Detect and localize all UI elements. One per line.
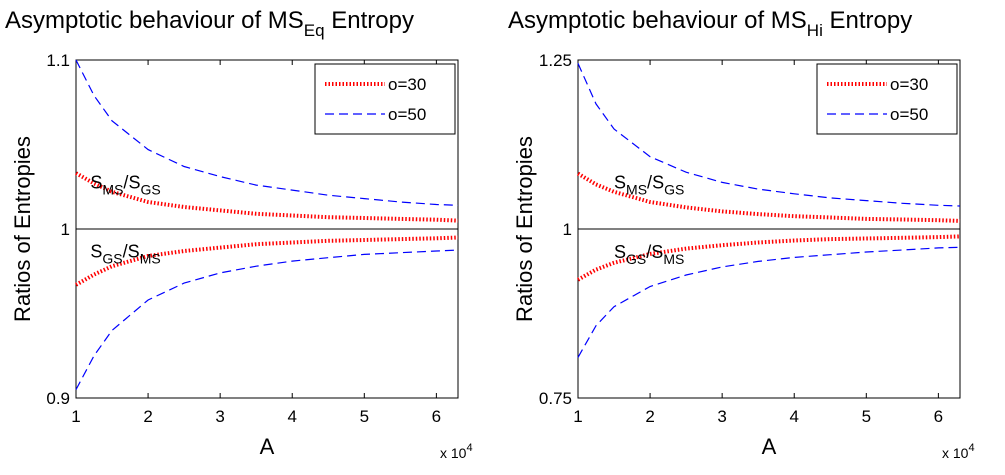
y-tick-label: 1: [61, 220, 70, 239]
legend: o=30 o=50: [314, 63, 456, 135]
series-line-o30-lower: [75, 235, 459, 287]
y-axis-label: Ratios of Entropies: [512, 136, 537, 322]
x-tick-label: 4: [789, 407, 798, 426]
x-tick-label: 2: [143, 407, 152, 426]
y-tick-label: 1.1: [46, 51, 70, 70]
chart-title: Asymptotic behaviour of MSEq Entropy: [5, 7, 414, 40]
chart-panel-1: Asymptotic behaviour of MSEq Entropy 1 2 3 4…: [5, 7, 473, 461]
x-tick-label: 4: [287, 407, 296, 426]
ratio-annotation: SGS/SMS: [614, 242, 684, 267]
series-line-o30-upper: [576, 171, 961, 223]
x-tick-label: 5: [360, 407, 369, 426]
y-tick-label: 0.75: [539, 389, 572, 408]
x-tick-label: 6: [432, 407, 441, 426]
x-scale-multiplier: x 104: [440, 442, 473, 461]
series-line-o50-lower: [75, 249, 459, 390]
legend-label: o=30: [890, 75, 928, 94]
series-line-o50-lower: [577, 246, 961, 358]
x-tick-label: 6: [934, 407, 943, 426]
chart-title: Asymptotic behaviour of MSHi Entropy: [508, 7, 912, 40]
legend: o=30 o=50: [816, 63, 958, 135]
x-tick-label: 5: [862, 407, 871, 426]
x-tick-label: 3: [215, 407, 224, 426]
series-line-o30-upper: [75, 171, 459, 223]
legend-label: o=30: [388, 75, 426, 94]
x-axis-label: A: [260, 434, 275, 459]
x-tick-label: 3: [717, 407, 726, 426]
legend-label: o=50: [388, 105, 426, 124]
y-tick-label: 0.9: [46, 389, 70, 408]
y-axis-label: Ratios of Entropies: [10, 136, 35, 322]
x-tick-label: 1: [573, 407, 582, 426]
ratio-annotation: SGS/SMS: [90, 242, 160, 267]
chart-panel-2: Asymptotic behaviour of MSHi Entropy 1 2 3 4…: [508, 7, 975, 461]
x-scale-multiplier: x 104: [942, 442, 975, 461]
series-line-o30-lower: [577, 234, 961, 282]
ratio-annotation: SMS/SGS: [90, 172, 160, 197]
ratio-annotation: SMS/SGS: [614, 172, 684, 197]
x-axis-label: A: [762, 434, 777, 459]
x-tick-label: 2: [645, 407, 654, 426]
series-line-o50-upper: [75, 59, 459, 206]
legend-box: [314, 63, 456, 135]
legend-label: o=50: [890, 105, 928, 124]
y-tick-label: 1.25: [539, 51, 572, 70]
series-line-o50-upper: [577, 63, 961, 207]
legend-box: [816, 63, 958, 135]
x-tick-label: 1: [71, 407, 80, 426]
y-tick-label: 1: [563, 220, 572, 239]
